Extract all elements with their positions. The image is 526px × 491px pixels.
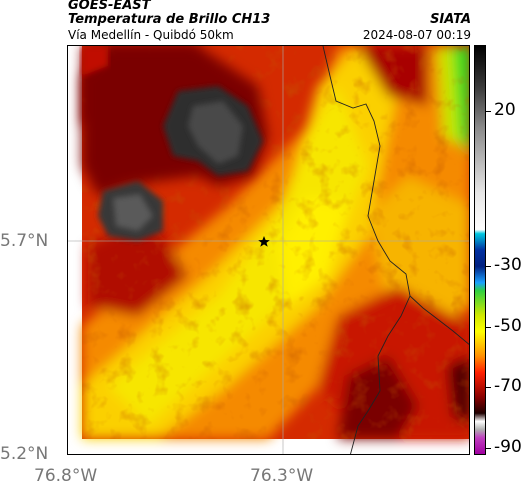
colorbar [474,45,486,455]
colorbar-tick [486,448,491,449]
department-border [322,46,469,454]
colorbar-label: -30 [494,255,522,275]
lon-label-76-3: 76.3°W [250,466,314,486]
product-title: Temperatura de Brillo CH13 [68,12,271,27]
lat-label-5-7: 5.7°N [0,231,49,251]
cold-cloud-top [82,46,268,241]
lat-label-5-2: 5.2°N [0,444,49,464]
region-subtitle: Vía Medellín - Quibdó 50km [68,28,234,42]
colorbar-tick [486,327,491,328]
star-icon [258,236,270,247]
gridlines [68,46,469,454]
lon-label-76-8: 76.8°W [34,466,98,486]
colorbar-tick [486,266,491,267]
satellite-label: GOES-EAST [68,0,151,13]
temperature-field [82,46,469,439]
brightness-temperature-map[interactable] [67,45,470,455]
colorbar-tick [486,387,491,388]
colorbar-label: -50 [494,316,522,336]
datetime-label: 2024-08-07 00:19 [362,28,471,42]
colorbar-gradient [475,46,485,454]
colorbar-label: -70 [494,376,522,396]
map-canvas [68,46,469,454]
colorbar-tick [486,111,491,112]
colorbar-label: 20 [494,100,516,120]
colorbar-label: -90 [494,437,522,457]
agency-label: SIATA [430,12,471,27]
station-marker [258,236,270,247]
